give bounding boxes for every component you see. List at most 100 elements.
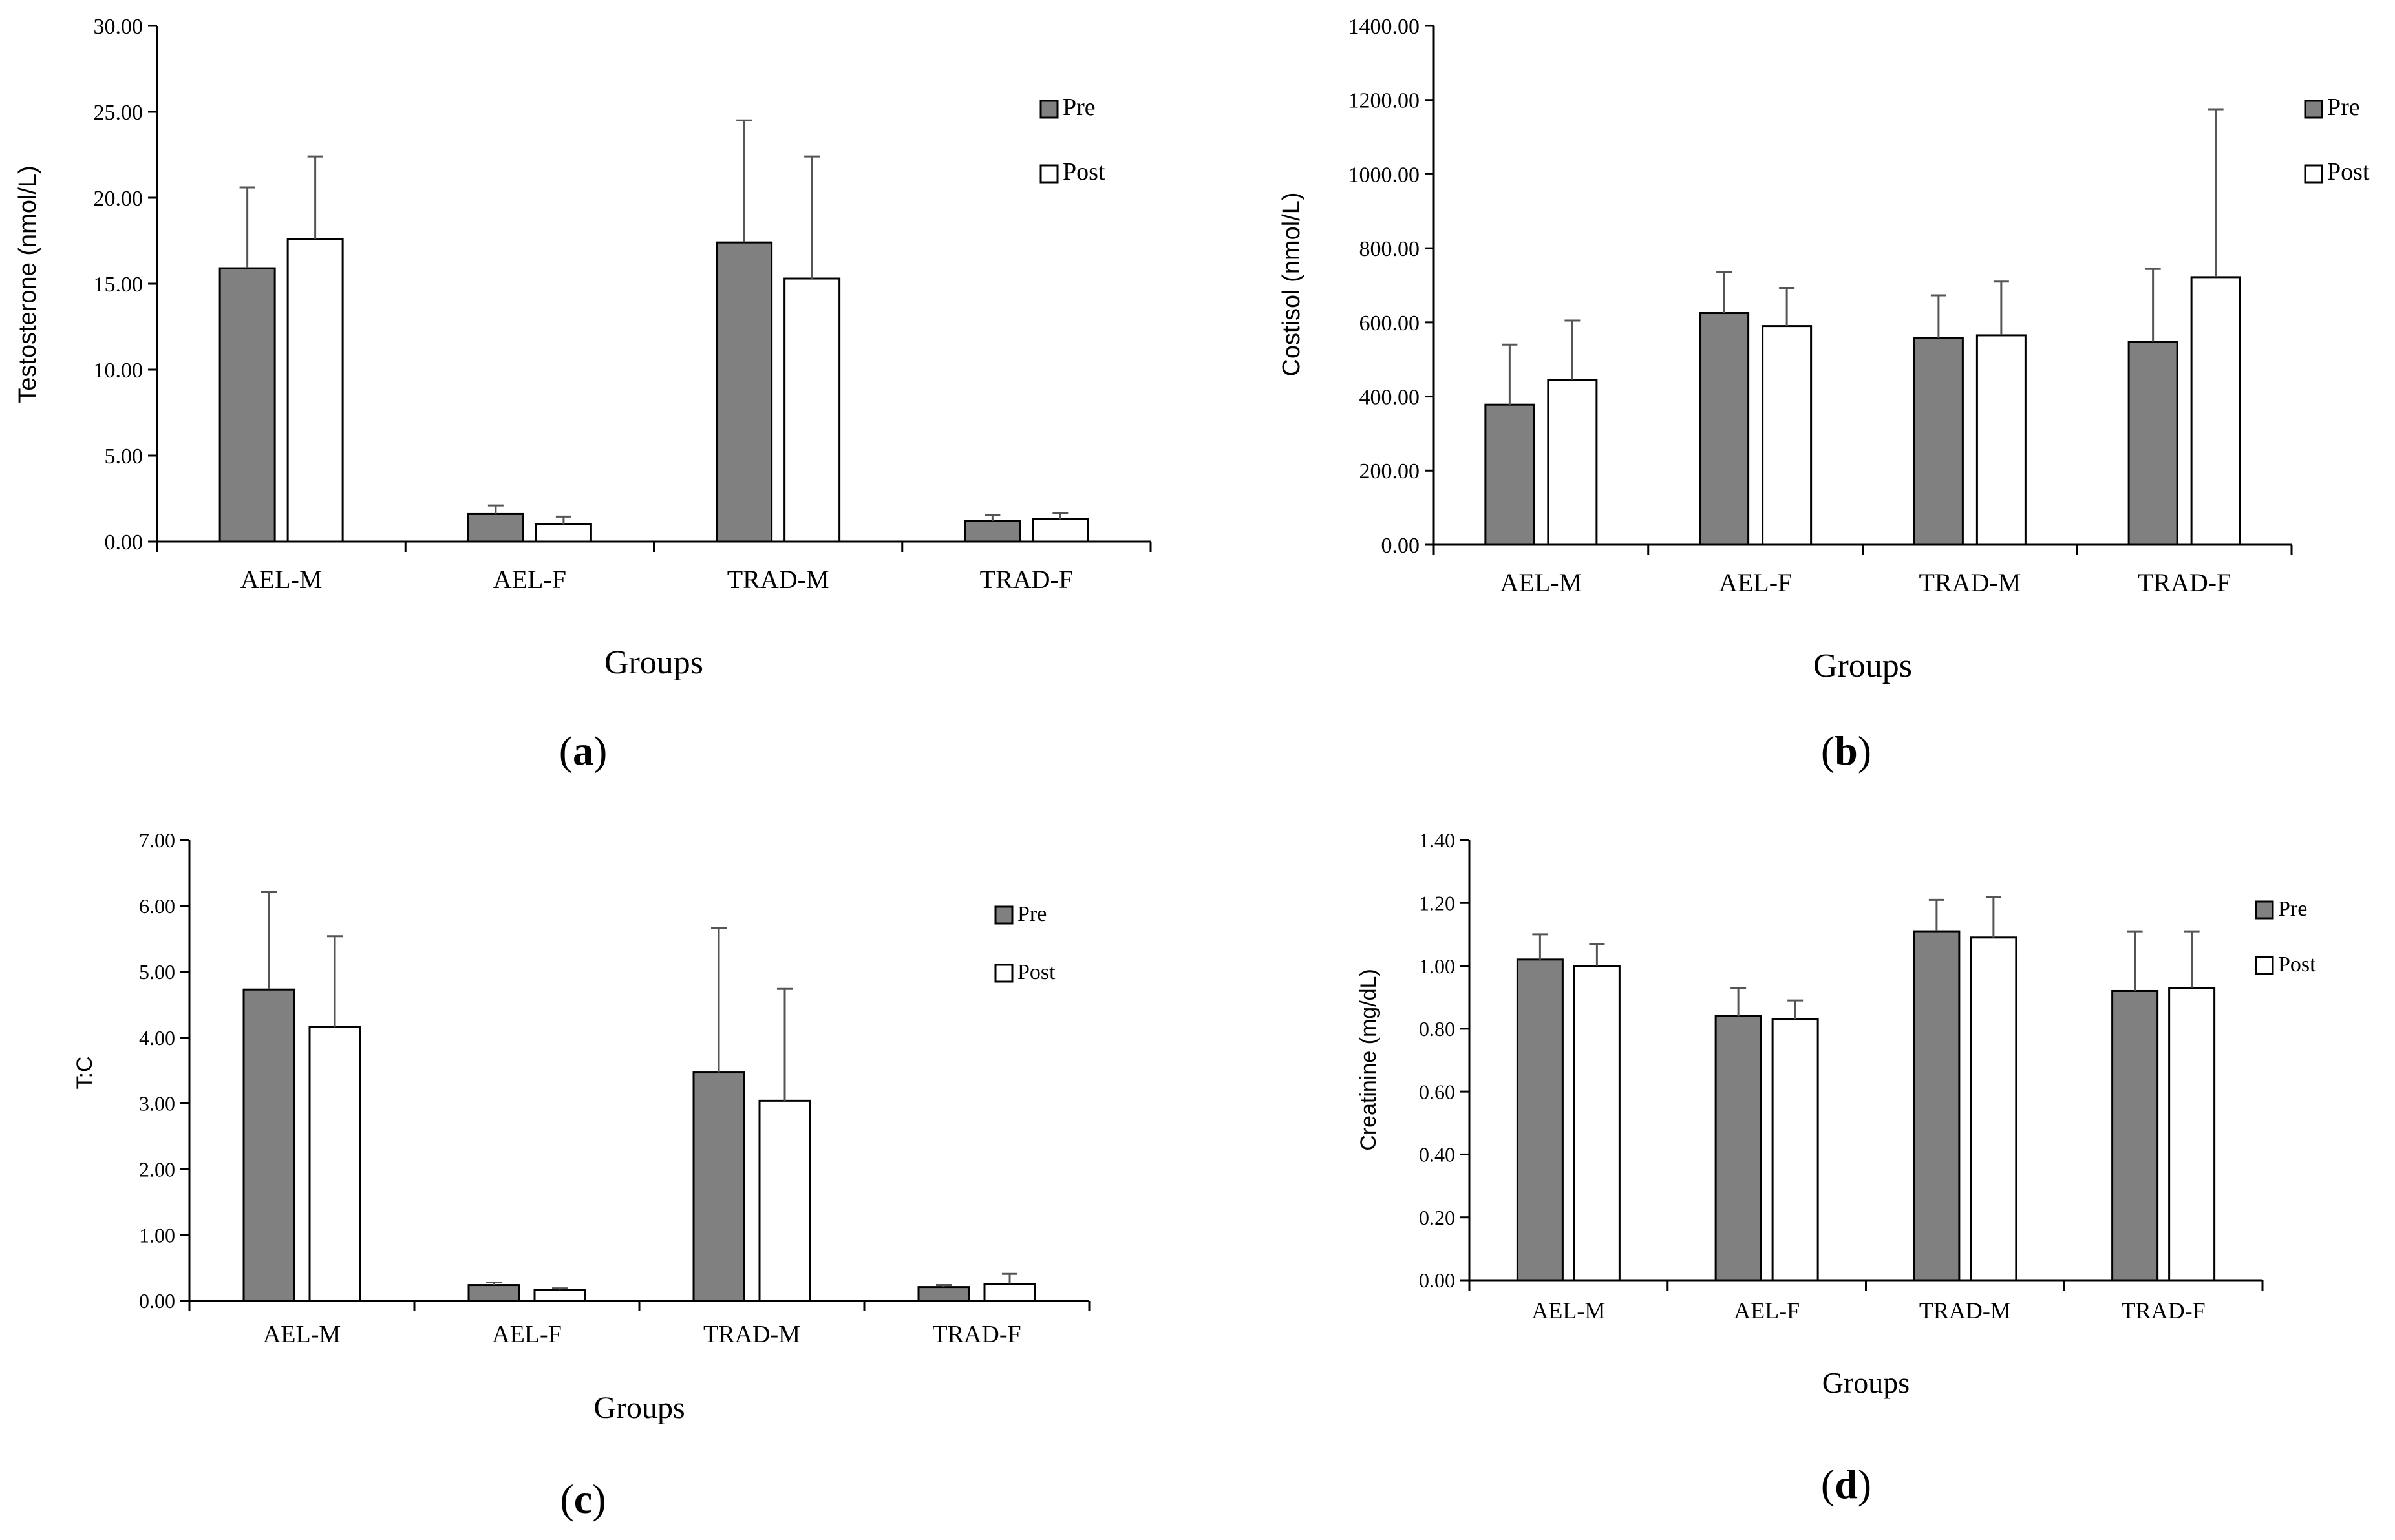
bar-pre (1699, 312, 1750, 546)
y-tick-label: 1.40 (1419, 828, 1455, 852)
x-tick-label: AEL-M (240, 565, 323, 594)
y-tick-label: 0.00 (1419, 1269, 1455, 1292)
y-tick-label: 5.00 (139, 960, 175, 984)
y-tick-label: 3.00 (139, 1092, 175, 1115)
legend-swatch-post (994, 964, 1014, 983)
y-tick-label: 30.00 (94, 15, 144, 39)
y-tick-label: 400.00 (1359, 385, 1420, 409)
y-tick-label: 800.00 (1359, 237, 1420, 261)
y-tick-label: 0.40 (1419, 1143, 1455, 1166)
y-axis-label: Costisol (nmol/L) (1278, 192, 1305, 376)
legend-label-post: Post (1017, 960, 1056, 984)
y-tick-label: 1.00 (1419, 955, 1455, 978)
x-tick-label: TRAD-M (1919, 1298, 2011, 1324)
y-tick-label: 0.00 (105, 531, 144, 554)
bar-pre (467, 1284, 520, 1302)
bar-post (1032, 518, 1089, 543)
bar-post (2168, 987, 2216, 1282)
y-tick-label: 1.20 (1419, 891, 1455, 914)
bar-post (1771, 1018, 1819, 1282)
y-tick-label: 200.00 (1359, 459, 1420, 483)
caption-b: (b) (1820, 728, 1872, 774)
x-tick-label: AEL-M (1531, 1298, 1605, 1324)
y-axis-label: Creatinine (mg/dL) (1356, 969, 1381, 1151)
legend-label-post: Post (2327, 158, 2370, 185)
bar-post (1573, 965, 1621, 1282)
y-tick-label: 4.00 (139, 1026, 175, 1050)
y-tick-label: 1.00 (139, 1223, 175, 1247)
bar-post (1762, 325, 1813, 546)
y-tick-label: 1000.00 (1348, 163, 1420, 187)
y-axis-label: T:C (72, 1057, 97, 1090)
x-axis-label: Groups (1813, 648, 1912, 684)
y-tick-label: 25.00 (94, 101, 144, 125)
x-tick-label: TRAD-F (980, 565, 1073, 594)
x-tick-label: TRAD-F (932, 1321, 1021, 1348)
legend-swatch-pre (2304, 100, 2323, 119)
y-tick-label: 600.00 (1359, 311, 1420, 335)
y-tick-label: 0.80 (1419, 1017, 1455, 1040)
caption-a: (a) (559, 728, 608, 774)
bar-pre (2127, 341, 2178, 546)
legend-label-pre: Pre (1063, 94, 1096, 121)
legend-swatch-post (2255, 956, 2274, 975)
caption-c: (c) (560, 1476, 606, 1522)
bar-post (1547, 379, 1598, 546)
x-axis-label: Groups (1822, 1366, 1910, 1399)
x-tick-label: TRAD-F (2122, 1298, 2206, 1324)
y-tick-label: 15.00 (94, 273, 144, 297)
bar-post (2190, 276, 2241, 546)
bar-post (783, 277, 841, 543)
legend-label-pre: Pre (1017, 902, 1047, 926)
bar-pre (1913, 930, 1961, 1282)
bar-pre (692, 1071, 745, 1302)
y-tick-label: 0.00 (1381, 534, 1420, 558)
bar-pre (242, 988, 295, 1302)
y-tick-label: 2.00 (139, 1157, 175, 1181)
legend-label-pre: Pre (2278, 897, 2307, 921)
bar-pre (218, 267, 276, 543)
y-tick-label: 0.00 (139, 1289, 175, 1313)
legend-swatch-post (1039, 164, 1059, 184)
x-axis-label: Groups (604, 644, 703, 681)
caption-d: (d) (1820, 1461, 1872, 1507)
legend-label-post: Post (2278, 953, 2316, 976)
x-tick-label: AEL-F (492, 1321, 562, 1348)
bar-pre (2111, 989, 2159, 1282)
legend-swatch-post (2304, 164, 2323, 184)
legend-swatch-pre (1039, 100, 1059, 119)
x-tick-label: AEL-M (1500, 568, 1582, 597)
x-axis-label: Groups (593, 1391, 685, 1425)
y-tick-label: 1200.00 (1348, 89, 1420, 113)
legend-label-post: Post (1063, 158, 1105, 185)
x-tick-label: AEL-M (263, 1321, 341, 1348)
y-tick-label: 0.20 (1419, 1206, 1455, 1229)
y-tick-label: 10.00 (94, 359, 144, 383)
bar-pre (716, 241, 773, 543)
legend-swatch-pre (2255, 900, 2274, 920)
legend-label-pre: Pre (2327, 94, 2360, 121)
y-tick-label: 6.00 (139, 894, 175, 918)
y-tick-label: 20.00 (94, 187, 144, 211)
bar-pre (1484, 403, 1535, 546)
y-tick-label: 5.00 (105, 445, 144, 469)
x-tick-label: TRAD-M (1919, 568, 2021, 597)
y-tick-label: 0.60 (1419, 1080, 1455, 1103)
x-tick-label: TRAD-F (2138, 568, 2231, 597)
x-tick-label: TRAD-M (727, 565, 829, 594)
x-tick-label: AEL-F (1719, 568, 1792, 597)
bar-post (1970, 936, 2017, 1282)
x-tick-label: AEL-F (493, 565, 566, 594)
y-axis-label: Testosterone (nmol/L) (14, 165, 41, 403)
bar-pre (1516, 958, 1564, 1282)
bar-post (308, 1026, 361, 1302)
bar-post (1975, 334, 2027, 546)
x-tick-label: TRAD-M (703, 1321, 800, 1348)
bar-post (286, 238, 344, 543)
x-tick-label: AEL-F (1734, 1298, 1800, 1324)
